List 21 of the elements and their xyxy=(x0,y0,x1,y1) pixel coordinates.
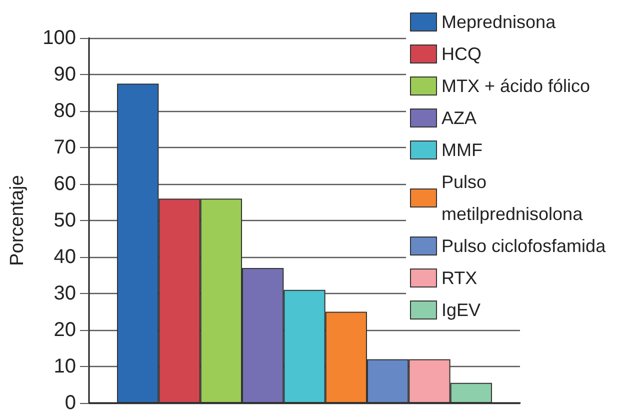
y-tick-label: 70 xyxy=(54,136,76,158)
legend-label: AZA xyxy=(442,108,477,128)
legend-label: MTX + ácido fólico xyxy=(442,76,590,96)
y-tick-label: 0 xyxy=(64,392,76,414)
legend-label: Pulso metilprednisolona xyxy=(442,172,584,224)
y-tick-label: 10 xyxy=(54,356,76,378)
legend-label: Meprednisona xyxy=(442,12,557,32)
y-tick-label: 100 xyxy=(42,27,76,49)
y-tick-label: 40 xyxy=(54,246,76,268)
y-tick-label: 30 xyxy=(54,282,76,304)
legend-label: IgEV xyxy=(442,300,481,320)
legend-label: Pulso ciclofosfamida xyxy=(442,236,607,256)
y-tick-label: 20 xyxy=(54,319,76,341)
y-tick-label: 90 xyxy=(54,64,76,86)
y-axis-title: Porcentaje xyxy=(7,175,28,266)
legend-label: HCQ xyxy=(442,44,482,64)
legend-label: RTX xyxy=(442,268,478,288)
y-tick-label: 80 xyxy=(54,100,76,122)
y-tick-label: 50 xyxy=(54,210,76,232)
legend-label: MMF xyxy=(442,140,482,160)
y-tick-label: 60 xyxy=(54,173,76,195)
